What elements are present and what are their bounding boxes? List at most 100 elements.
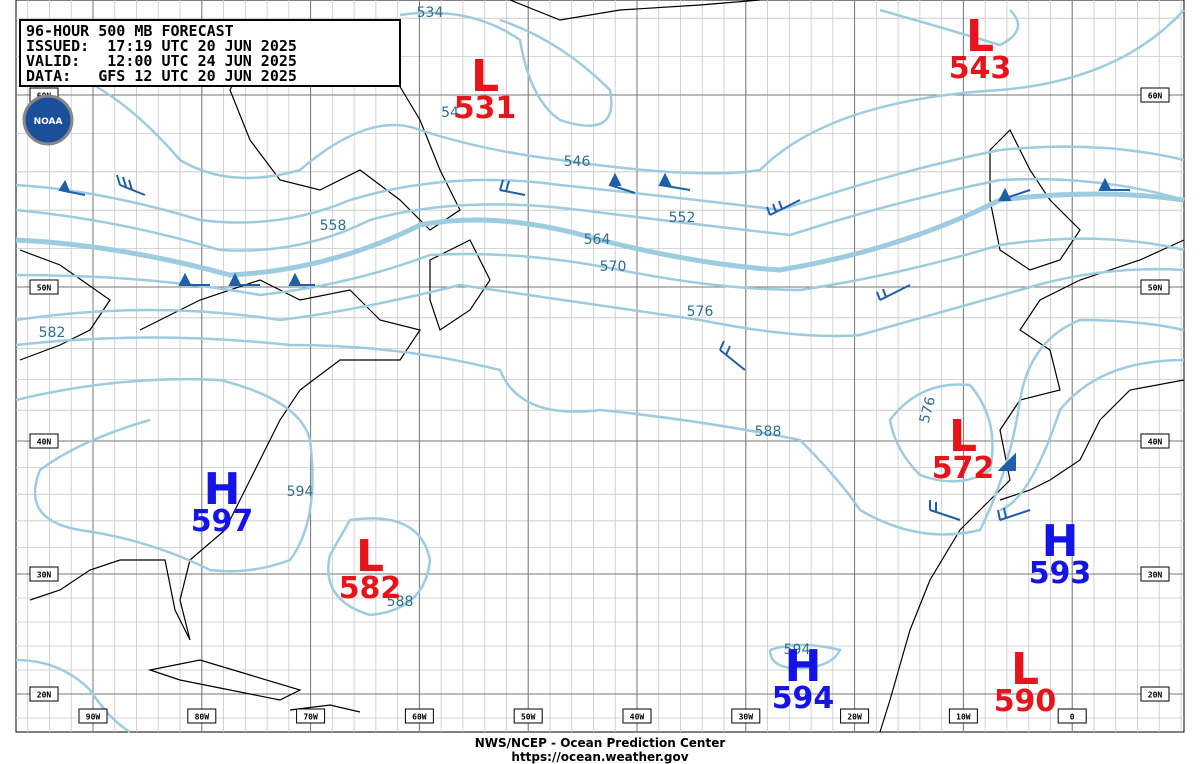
center-letter: H	[785, 641, 822, 692]
header-line: VALID: 12:00 UTC 24 JUN 2025	[26, 52, 297, 70]
latitude-label: 40N	[1148, 438, 1163, 447]
contour	[15, 237, 1185, 297]
longitude-label: 40W	[630, 713, 645, 722]
longitude-label-box	[404, 708, 434, 724]
latitude-label-box	[1140, 279, 1170, 295]
contour-label: 594	[784, 642, 811, 658]
latitude-label: 30N	[37, 571, 52, 580]
latitude-label-box	[1140, 686, 1170, 702]
footer: NWS/NCEP - Ocean Prediction Center	[475, 736, 726, 750]
wind-barbs	[58, 172, 1130, 521]
latitude-label: 20N	[1148, 691, 1163, 700]
contour-label: 558	[320, 218, 347, 234]
center-letter: H	[204, 464, 241, 515]
contour	[888, 383, 994, 483]
longitude-label: 50W	[521, 713, 536, 722]
latitude-label-box	[29, 433, 59, 449]
longitude-label-box	[296, 708, 326, 724]
longitude-label: 20W	[847, 713, 862, 722]
latitude-label: 60N	[1148, 92, 1163, 101]
longitude-label: 10W	[956, 713, 971, 722]
longitude-label-box	[731, 708, 761, 724]
contour-label: 564	[584, 232, 611, 248]
latitude-label: 50N	[37, 284, 52, 293]
contour	[15, 318, 1185, 536]
contour-label: 582	[39, 325, 66, 341]
contour-label: 588	[755, 424, 782, 440]
center-value: 531	[454, 91, 517, 126]
barb	[178, 272, 315, 286]
contour	[399, 11, 613, 127]
latitude-label-box	[29, 686, 59, 702]
latitude-label: 40N	[37, 438, 52, 447]
longitude-label: 60W	[412, 713, 427, 722]
contour-label: 576	[917, 395, 939, 425]
contour	[15, 267, 1185, 338]
coast-north-america	[19, 249, 421, 641]
coast-newfoundland	[429, 239, 491, 331]
coast-britain	[989, 128, 1081, 271]
contour	[15, 658, 131, 734]
longitude-label-box	[622, 708, 652, 724]
contour	[768, 643, 842, 670]
longitude-label-box	[1057, 708, 1087, 724]
contour	[59, 9, 1185, 180]
longitude-label: 30W	[739, 713, 754, 722]
longitude-label: 70W	[303, 713, 318, 722]
center-value: 594	[772, 681, 835, 716]
latitude-label-box	[1140, 87, 1170, 103]
center-letter: H	[1042, 516, 1079, 567]
latitude-label: 20N	[37, 691, 52, 700]
longitude-label: 80W	[195, 713, 210, 722]
center-letter: L	[949, 411, 977, 462]
longitude-label-box	[78, 708, 108, 724]
center-value: 593	[1029, 556, 1092, 591]
contour	[15, 145, 1185, 224]
latitude-label-box	[1140, 433, 1170, 449]
contour-label: 570	[600, 259, 627, 275]
latitude-label: 50N	[1148, 284, 1163, 293]
contour-label: 534	[417, 5, 444, 21]
barb	[719, 177, 1130, 371]
barb	[499, 172, 691, 196]
contour	[15, 177, 1185, 252]
contour	[879, 8, 1020, 47]
coastlines	[19, 0, 1185, 733]
logo	[22, 94, 74, 146]
latitude-label-box	[1140, 566, 1170, 582]
contour-label: 588	[387, 594, 414, 610]
center-value: 582	[339, 571, 402, 606]
coast-caribbean	[147, 659, 361, 713]
longitude-label: 0	[1070, 713, 1075, 722]
contours	[15, 8, 1185, 734]
contour-label: 594	[287, 484, 314, 500]
contour	[999, 358, 1185, 512]
barb	[766, 199, 911, 301]
coast-greenland	[509, 0, 761, 21]
grid	[16, 0, 1184, 732]
contour-label: 576	[687, 304, 714, 320]
contour-label: 552	[669, 210, 696, 226]
center-letter: L	[966, 11, 994, 62]
map-frame	[15, 0, 1185, 733]
contour	[327, 517, 432, 617]
header-line: 96-HOUR 500 MB FORECAST	[26, 22, 234, 40]
center-letter: L	[356, 531, 384, 582]
center-letter: L	[471, 51, 499, 102]
center-value: 597	[191, 504, 254, 539]
longitude-label: 90W	[86, 713, 101, 722]
longitude-label-box	[513, 708, 543, 724]
logo-text: NOAA	[34, 117, 63, 127]
latitude-label-box	[29, 279, 59, 295]
footer-url: https://ocean.weather.gov	[511, 750, 688, 764]
coast-europe-africa	[879, 239, 1185, 733]
barb	[929, 452, 1031, 521]
longitude-label-box	[840, 708, 870, 724]
header-background	[19, 19, 401, 87]
center-value: 543	[949, 51, 1012, 86]
latitude-label: 30N	[1148, 571, 1163, 580]
longitude-label-box	[948, 708, 978, 724]
